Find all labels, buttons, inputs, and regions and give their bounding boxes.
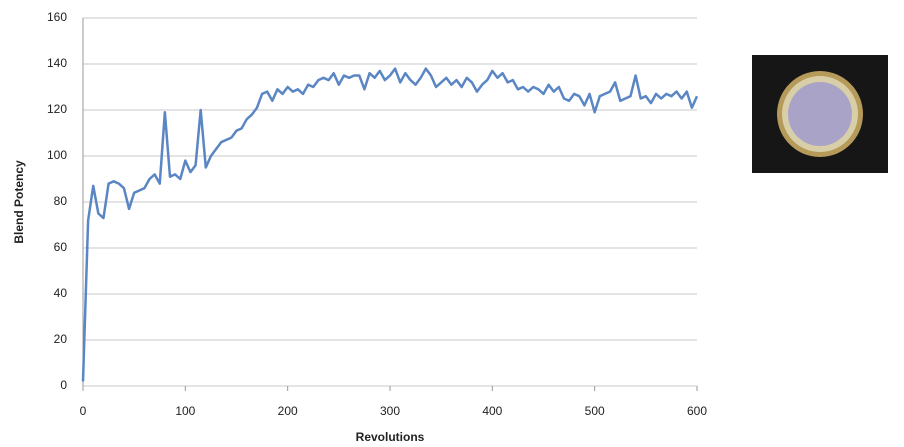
x-tick-label: 100 [175, 404, 195, 418]
y-tick-label: 60 [54, 240, 68, 254]
sample [788, 82, 852, 146]
x-tick-label: 500 [585, 404, 605, 418]
x-tick-label: 400 [482, 404, 502, 418]
y-tick-label: 80 [54, 194, 68, 208]
y-tick-label: 0 [60, 378, 67, 392]
y-tick-label: 100 [47, 148, 67, 162]
x-tick-label: 0 [80, 404, 87, 418]
data-line [81, 67, 699, 382]
y-tick-label: 160 [47, 10, 67, 24]
x-axis-label: Revolutions [356, 430, 425, 444]
y-axis-label: Blend Potency [12, 160, 26, 244]
x-tick-label: 600 [687, 404, 707, 418]
y-tick-label: 120 [47, 102, 67, 116]
x-tick-label: 200 [278, 404, 298, 418]
photo [752, 55, 888, 173]
y-tick-label: 40 [54, 286, 68, 300]
y-tick-label: 20 [54, 332, 68, 346]
y-tick-label: 140 [47, 56, 67, 70]
x-tick-label: 300 [380, 404, 400, 418]
